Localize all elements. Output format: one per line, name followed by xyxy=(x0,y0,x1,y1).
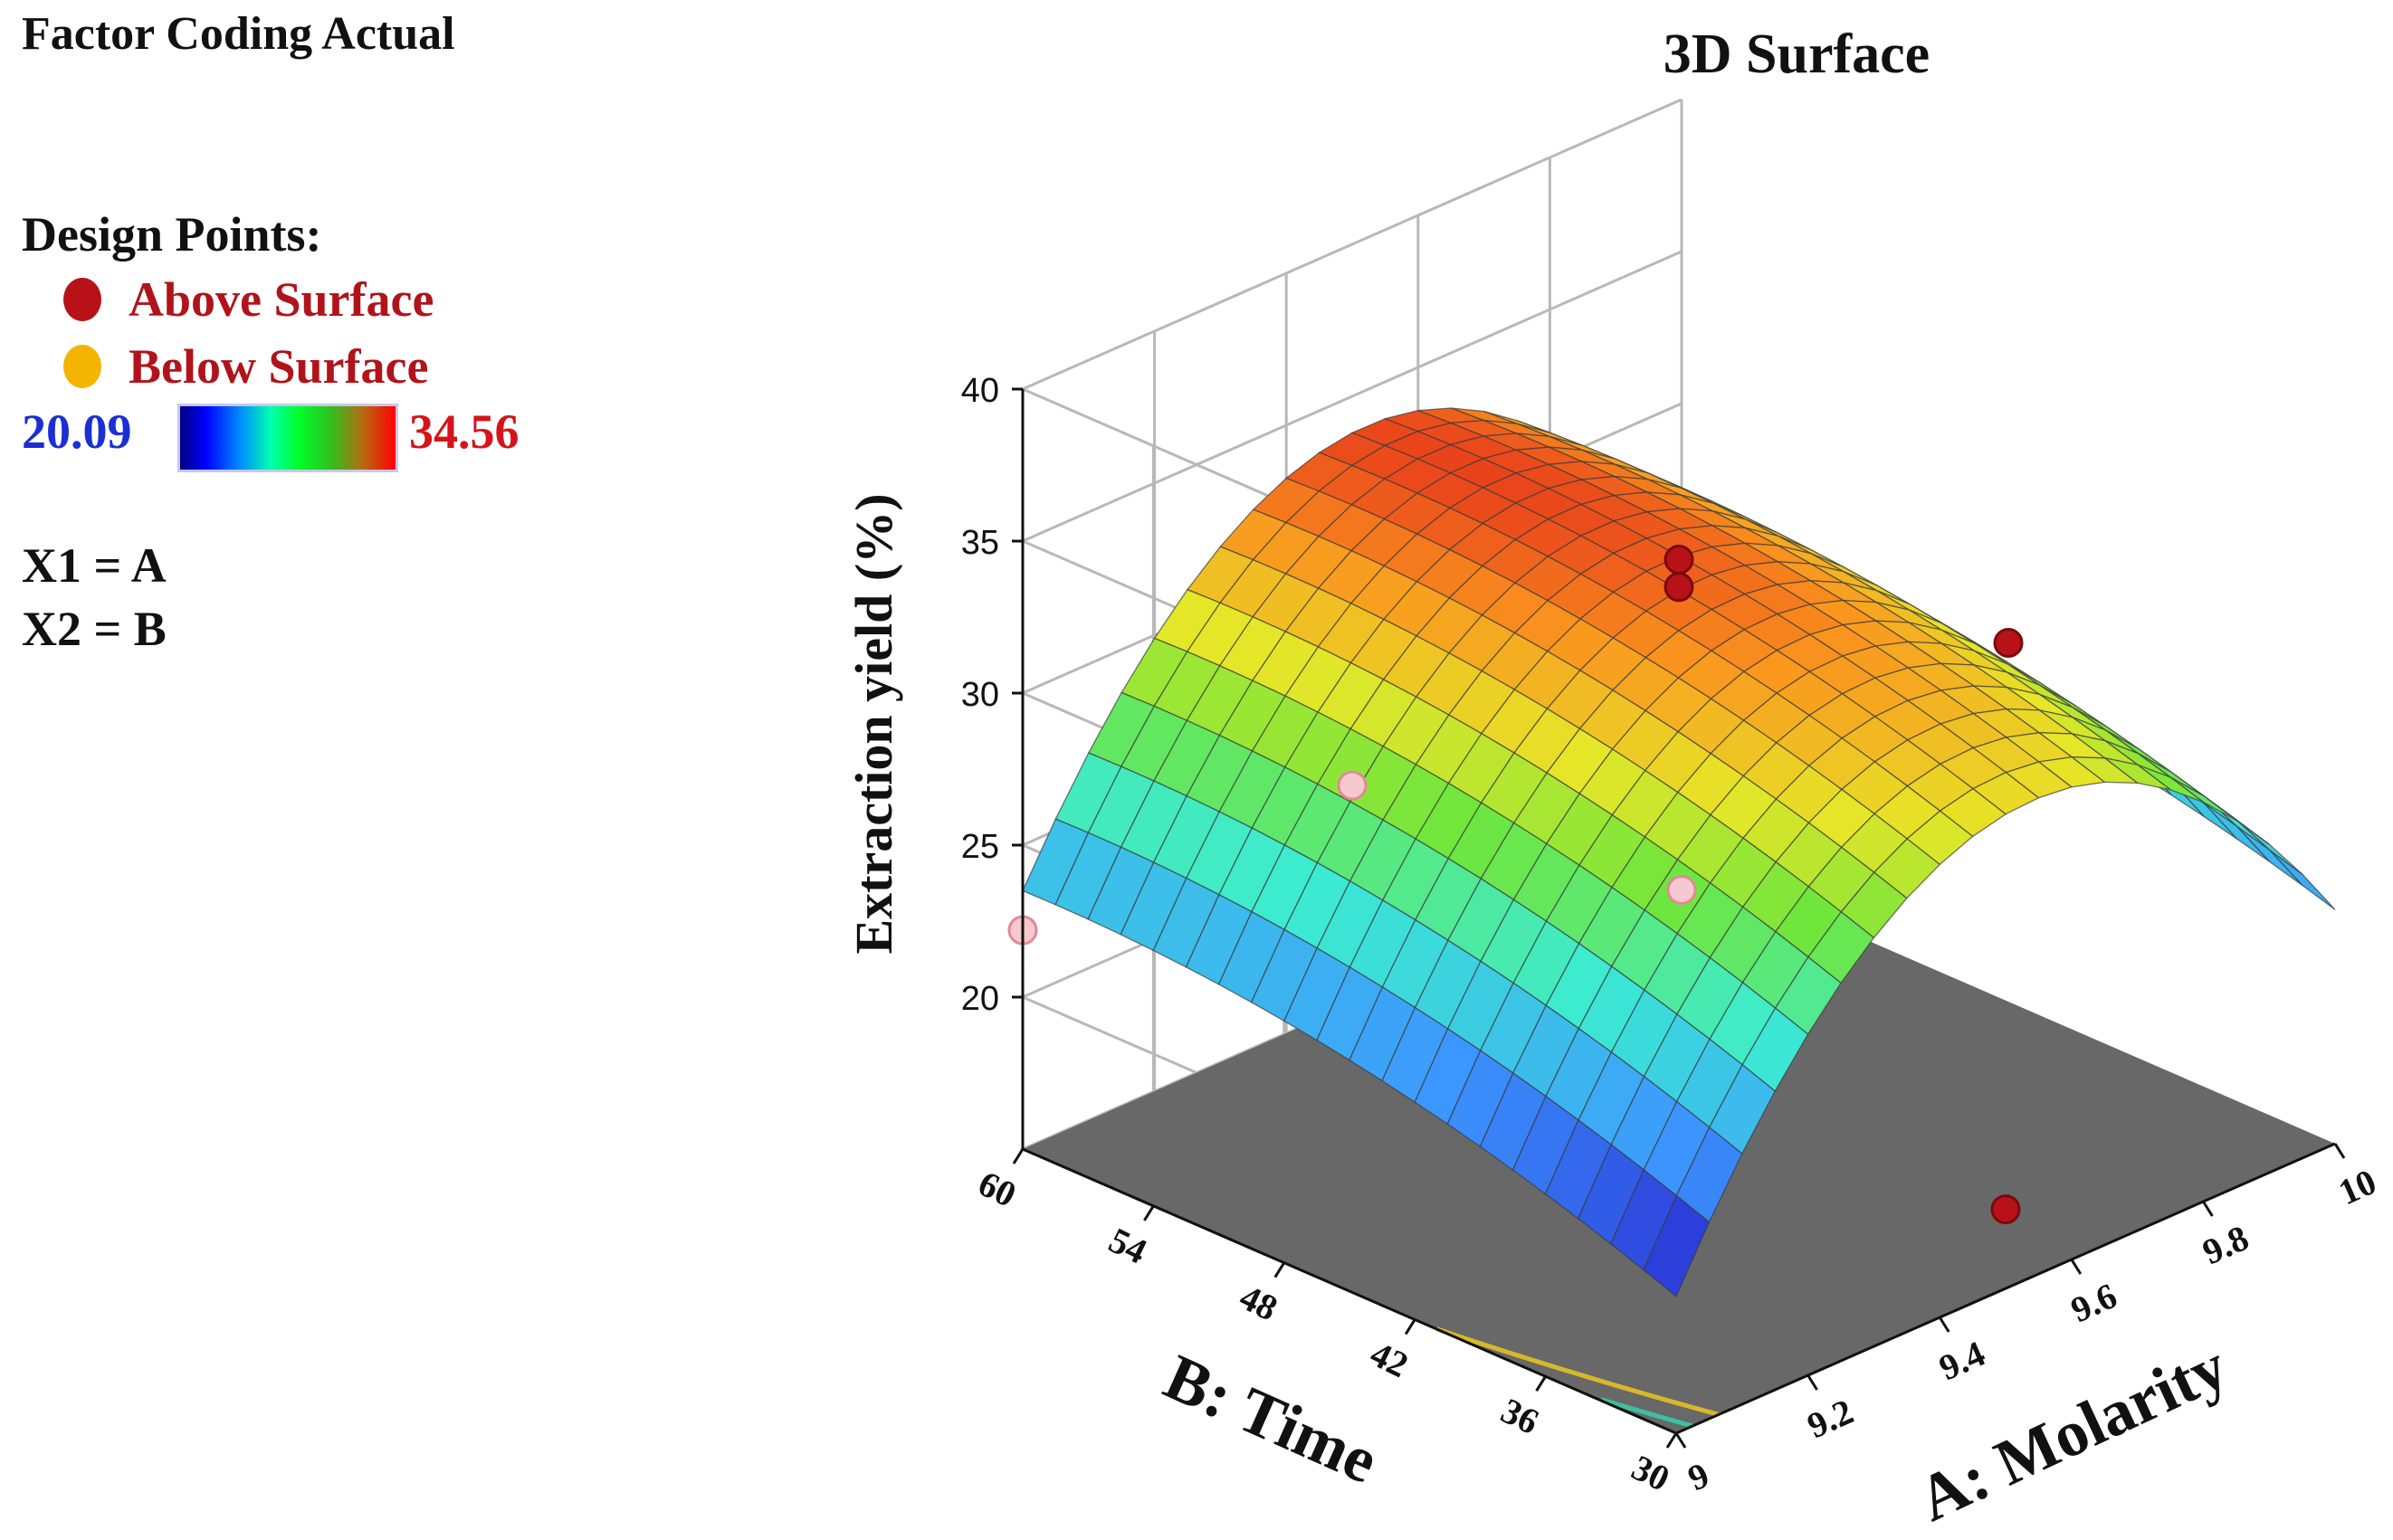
legend-above-surface: Above Surface xyxy=(63,272,434,327)
surface-patch xyxy=(2236,825,2303,887)
design-point-above xyxy=(1990,1194,2021,1225)
design-point-above xyxy=(1664,545,1694,575)
above-surface-label: Above Surface xyxy=(129,272,434,327)
y-tick-label: 54 xyxy=(1102,1220,1153,1272)
design-points-title: Design Points: xyxy=(22,207,322,261)
x-axis-line xyxy=(1675,1142,2336,1435)
x-tick-label: 9.2 xyxy=(1801,1391,1859,1446)
x-tick-label: 9.6 xyxy=(2064,1275,2122,1330)
above-surface-dot-icon xyxy=(63,278,101,321)
y-tick-label: 36 xyxy=(1495,1390,1546,1442)
x-tick xyxy=(2202,1201,2214,1217)
response-surface xyxy=(1022,407,2336,1298)
contour-line xyxy=(1600,1397,1693,1429)
z-tick-label: 40 xyxy=(961,372,999,410)
x-tick xyxy=(1807,1374,1818,1391)
x-tick xyxy=(2333,1143,2346,1159)
x-tick xyxy=(1674,1432,1687,1449)
color-scale-min: 20.09 xyxy=(22,404,132,459)
below-surface-dot-icon xyxy=(63,345,101,388)
x-tick-label: 9 xyxy=(1682,1454,1715,1498)
y-tick xyxy=(1535,1375,1547,1392)
y-tick-label: 42 xyxy=(1364,1333,1415,1385)
below-surface-label: Below Surface xyxy=(129,339,429,394)
factor-coding-label: Factor Coding Actual xyxy=(22,8,455,60)
x-tick xyxy=(2070,1259,2083,1275)
z-tick-label: 25 xyxy=(961,828,999,866)
color-scale-max: 34.56 xyxy=(409,404,520,459)
legend-below-surface: Below Surface xyxy=(63,339,428,394)
surface-patch xyxy=(1643,1194,1711,1298)
y-axis-line xyxy=(1022,1147,1677,1435)
y-tick xyxy=(1273,1261,1286,1279)
y-tick xyxy=(1404,1318,1416,1336)
design-point-above xyxy=(1993,628,2024,658)
z-tick-label: 20 xyxy=(961,980,999,1018)
surface-patch xyxy=(2203,803,2271,863)
design-points xyxy=(1007,545,2024,1225)
x-tick-label: 9.8 xyxy=(2197,1217,2255,1272)
z-tick-label: 35 xyxy=(961,524,999,562)
factor-x1-label: X1 = A xyxy=(22,538,167,593)
y-tick xyxy=(1143,1205,1155,1222)
factor-x2-label: X2 = B xyxy=(22,602,167,656)
design-point-below xyxy=(1666,875,1697,906)
y-axis-title: B: Time xyxy=(1155,1340,1389,1497)
surface-patch xyxy=(2269,849,2336,910)
y-tick-label: 48 xyxy=(1234,1276,1284,1328)
y-tick xyxy=(1012,1148,1025,1165)
y-tick xyxy=(1665,1432,1678,1449)
z-tick-label: 30 xyxy=(961,676,999,714)
x-tick-label: 9.4 xyxy=(1933,1333,1991,1388)
y-tick-label: 30 xyxy=(1626,1447,1676,1499)
z-axis-title: Extraction yield (%) xyxy=(844,493,903,954)
design-point-above xyxy=(1664,572,1694,603)
color-scale-bar xyxy=(177,404,398,472)
chart-title: 3D Surface xyxy=(1664,24,1930,85)
x-tick-label: 10 xyxy=(2332,1161,2382,1212)
x-tick xyxy=(1938,1317,1950,1333)
contour-line xyxy=(1435,1326,1720,1417)
y-tick-label: 60 xyxy=(972,1163,1023,1215)
design-point-below xyxy=(1337,770,1368,801)
